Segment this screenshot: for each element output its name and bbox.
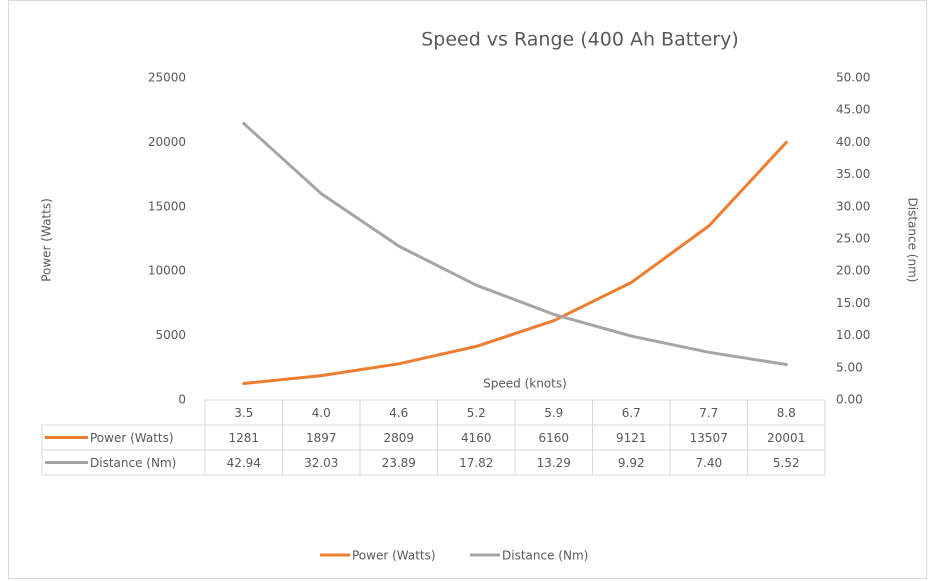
line-series <box>242 122 788 366</box>
table-cell: 9121 <box>616 431 647 445</box>
table-cell: 7.40 <box>695 456 722 470</box>
chart-title: Speed vs Range (400 Ah Battery) <box>421 29 739 51</box>
y-tick-label: 15000 <box>148 199 186 213</box>
table-series-name: Distance (Nm) <box>90 456 176 470</box>
table-cell: 17.82 <box>459 456 493 470</box>
table-cell: 32.03 <box>304 456 338 470</box>
legend-label: Distance (Nm) <box>502 549 588 563</box>
y2-tick-label: 25.00 <box>836 232 870 246</box>
y2-tick-label: 40.00 <box>836 135 870 149</box>
table-series-name: Power (Watts) <box>90 431 174 445</box>
x-tick-label: 4.0 <box>312 406 331 420</box>
y2-tick-label: 0.00 <box>836 393 863 407</box>
x-tick-label: 8.8 <box>777 406 796 420</box>
table-cell: 20001 <box>767 431 805 445</box>
table-cell: 6160 <box>538 431 569 445</box>
y2-tick-label: 5.00 <box>836 360 863 374</box>
table-cell: 1281 <box>228 431 259 445</box>
y2-tick-label: 50.00 <box>836 71 870 85</box>
table-cell: 2809 <box>383 431 414 445</box>
y2-tick-label: 20.00 <box>836 264 870 278</box>
y2-tick-label: 10.00 <box>836 328 870 342</box>
table-cell: 9.92 <box>618 456 645 470</box>
x-tick-label: 7.7 <box>699 406 718 420</box>
y-tick-label: 5000 <box>155 328 186 342</box>
y-tick-label: 0 <box>178 393 186 407</box>
y-tick-label: 20000 <box>148 135 186 149</box>
table-cell: 1897 <box>306 431 337 445</box>
y2-tick-label: 45.00 <box>836 103 870 117</box>
y-axis-label: Power (Watts) <box>40 198 54 282</box>
table-cell: 42.94 <box>227 456 261 470</box>
y2-axis-label: Distance (nm) <box>906 198 920 283</box>
x-tick-label: 6.7 <box>622 406 641 420</box>
table-cell: 23.89 <box>382 456 416 470</box>
y2-tick-label: 15.00 <box>836 296 870 310</box>
y-tick-label: 10000 <box>148 264 186 278</box>
chart-border <box>8 0 927 579</box>
table-cell: 5.52 <box>773 456 800 470</box>
legend-label: Power (Watts) <box>352 549 436 563</box>
x-axis-label: Speed (knots) <box>483 377 567 391</box>
table-cell: 4160 <box>461 431 492 445</box>
table-cell: 13507 <box>690 431 728 445</box>
x-tick-label: 5.2 <box>467 406 486 420</box>
x-tick-label: 3.5 <box>234 406 253 420</box>
y2-tick-label: 35.00 <box>836 167 870 181</box>
y2-tick-label: 30.00 <box>836 199 870 213</box>
table-cell: 13.29 <box>537 456 571 470</box>
y-tick-label: 25000 <box>148 71 186 85</box>
line-series <box>242 140 788 385</box>
x-tick-label: 4.6 <box>389 406 408 420</box>
x-tick-label: 5.9 <box>544 406 563 420</box>
